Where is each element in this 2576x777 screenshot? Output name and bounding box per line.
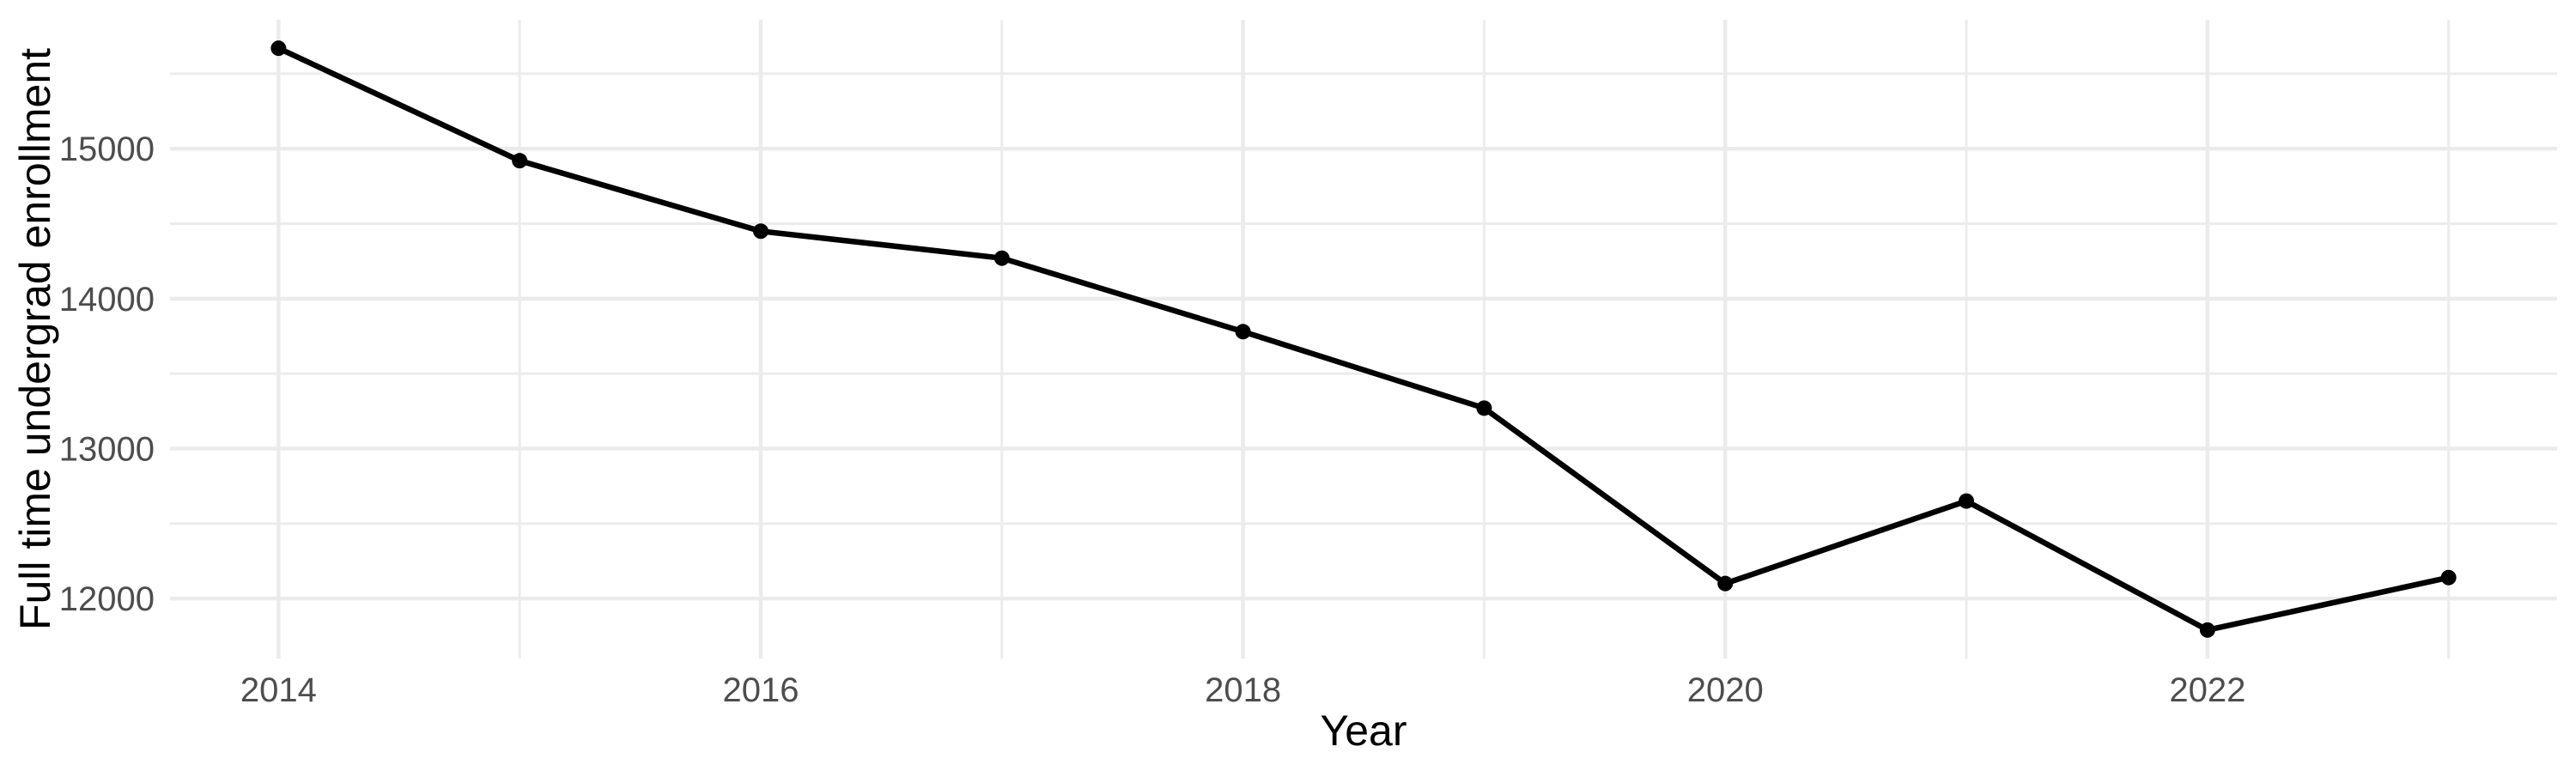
y-tick-label: 14000 (59, 281, 155, 319)
y-axis-tick-labels: 12000 13000 14000 15000 (59, 131, 155, 618)
data-point (2440, 569, 2457, 586)
y-tick-label: 13000 (59, 430, 155, 468)
data-point (752, 223, 769, 240)
y-tick-label: 15000 (59, 131, 155, 168)
enrollment-line (276, 46, 2450, 634)
data-point (1235, 324, 1251, 340)
y-axis-title: Full time undergrad enrollment (11, 48, 59, 630)
x-axis-tick-labels: 2014 2016 2018 2020 2022 (240, 671, 2245, 709)
x-tick-label: 2018 (1205, 671, 1281, 709)
major-gridlines (170, 20, 2557, 659)
x-tick-label: 2020 (1687, 671, 1764, 709)
data-point (270, 40, 287, 57)
data-point (512, 153, 528, 169)
x-tick-label: 2014 (240, 671, 317, 709)
data-point (1959, 493, 1975, 509)
data-point (2199, 622, 2215, 638)
x-axis-title: Year (1320, 707, 1406, 755)
y-tick-label: 12000 (59, 580, 155, 618)
data-point (1476, 400, 1492, 416)
data-point (1717, 575, 1734, 592)
data-series-layer (270, 40, 2457, 638)
x-tick-label: 2022 (2169, 671, 2245, 709)
minor-gridlines (170, 20, 2557, 659)
x-tick-label: 2016 (722, 671, 799, 709)
data-point (993, 250, 1010, 266)
